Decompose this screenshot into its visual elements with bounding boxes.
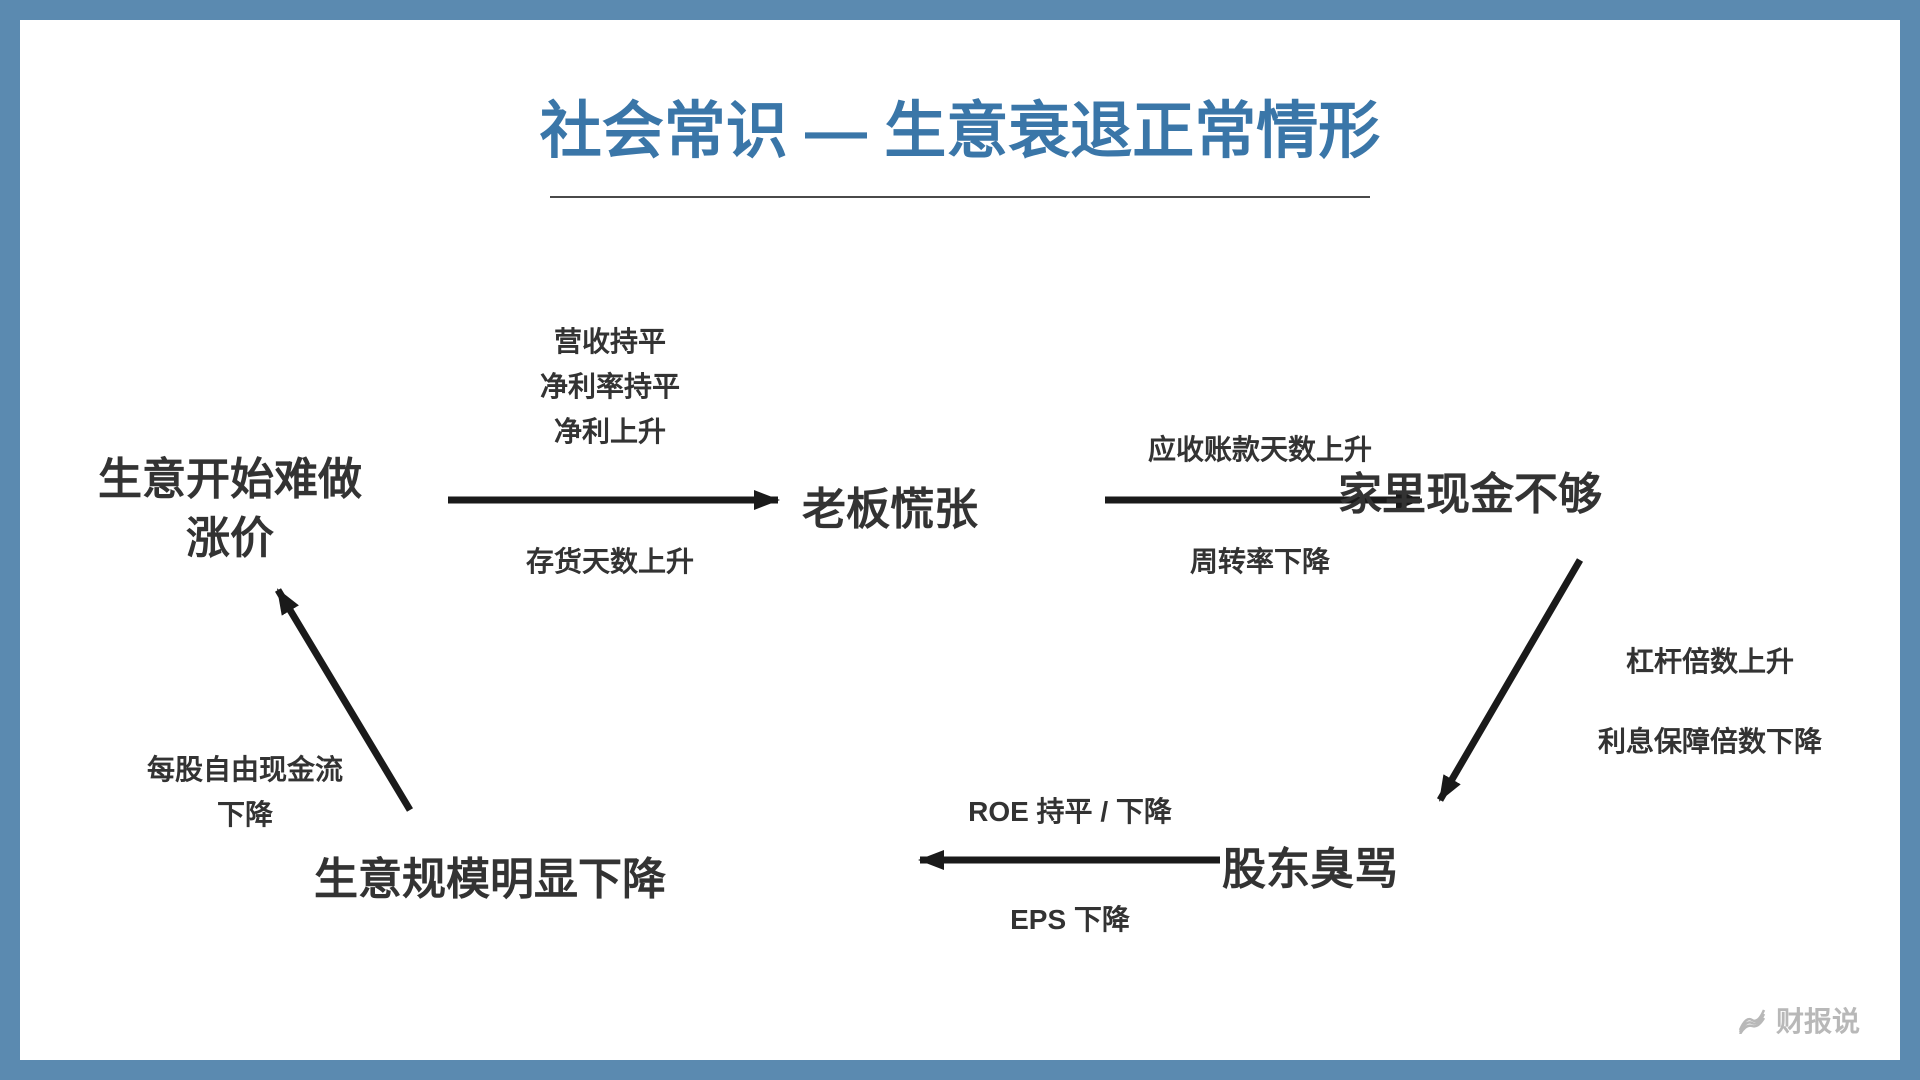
edge-label-above-e1: 营收持平净利率持平净利上升 (540, 320, 680, 454)
page-title: 社会常识 — 生意衰退正常情形 (540, 80, 1380, 170)
watermark: 财报说 (1736, 1000, 1860, 1040)
flow-node-n4: 股东臭骂 (1222, 840, 1398, 899)
edge-label-above-e4: ROE 持平 / 下降 (968, 790, 1172, 835)
diagram-canvas: 社会常识 — 生意衰退正常情形 财报说 生意开始难做涨价 老板慌张 家里现金不够股东… (20, 20, 1900, 1060)
edge-label-above-e2: 应收账款天数上升 (1148, 428, 1372, 473)
edge-label-below-e1: 存货天数上升 (526, 540, 694, 585)
flow-arrow-e3 (1440, 560, 1580, 800)
edge-label-below-e4: EPS 下降 (1010, 898, 1130, 943)
watermark-icon (1736, 1006, 1768, 1034)
edge-label-above-e5: 每股自由现金流下降 (147, 748, 343, 838)
edge-label-below-e3: 利息保障倍数下降 (1598, 720, 1822, 765)
watermark-text: 财报说 (1776, 1000, 1860, 1040)
flow-node-n1: 生意开始难做涨价 (98, 450, 362, 569)
flow-node-n5: 生意规模明显下降 (314, 850, 666, 909)
title-underline (550, 196, 1370, 198)
flow-node-n2: 老板慌张 (802, 480, 978, 539)
flow-node-n3: 家里现金不够 (1338, 465, 1602, 524)
edge-label-below-e2: 周转率下降 (1190, 540, 1330, 585)
edge-label-above-e3: 杠杆倍数上升 (1626, 640, 1794, 685)
